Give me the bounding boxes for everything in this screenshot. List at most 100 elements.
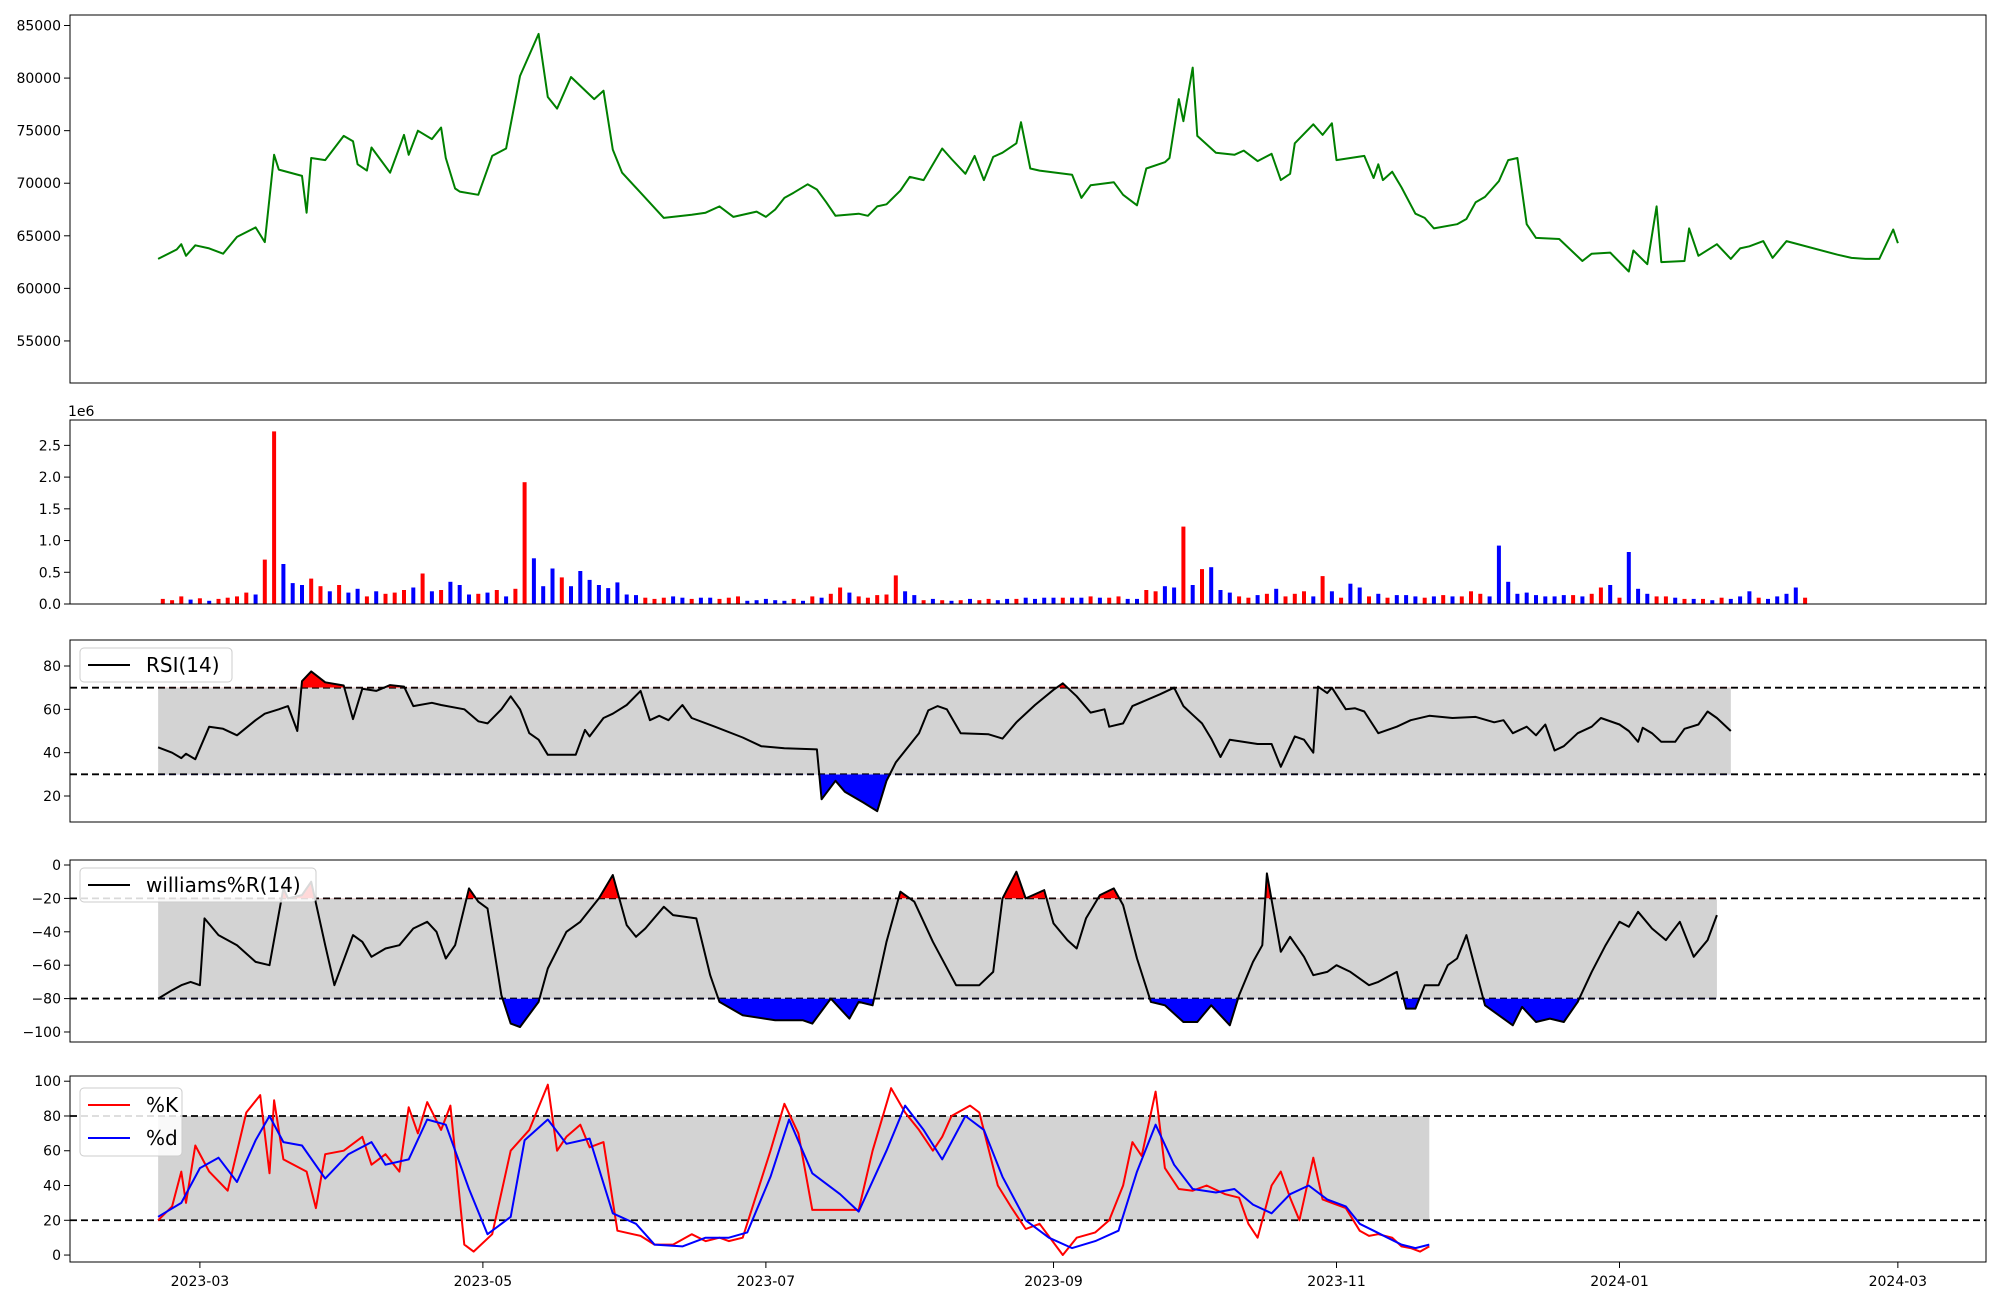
williams-legend: williams%R(14) (79, 867, 317, 903)
volume-bar (884, 594, 889, 604)
volume-bar (272, 431, 277, 604)
volume-bar (197, 598, 202, 604)
volume-bar (392, 592, 397, 604)
volume-bar (1617, 597, 1622, 604)
volume-bar (1654, 596, 1659, 604)
volume-bar (1116, 596, 1121, 604)
volume-bar (680, 597, 685, 604)
rsi-series-line-1 (157, 670, 1732, 813)
x-tick-label: 2023-05 (454, 1274, 513, 1290)
volume-bar (1357, 587, 1362, 604)
volume-bar (485, 592, 490, 604)
stochastic-ytick-label: 20 (43, 1213, 61, 1229)
volume-bar (1469, 591, 1473, 604)
volume-bar (494, 590, 499, 604)
volume-bar (1663, 596, 1668, 604)
volume-bar (754, 600, 759, 604)
volume-bar (1070, 597, 1075, 604)
volume-bar (1784, 593, 1789, 604)
volume-bar (634, 595, 638, 604)
volume-bar (1088, 596, 1093, 604)
volume-bar (1311, 596, 1316, 604)
price-ytick-label: 60000 (16, 281, 61, 297)
volume-bar (504, 596, 509, 604)
volume-bar (773, 600, 778, 604)
date-x-axis: 2023-03 2023-05 2023-07 2023-09 2023-11 2024-… (171, 1262, 1927, 1290)
stochastic-axes-frame (69, 1075, 1987, 1263)
volume-bar (1023, 597, 1028, 604)
williams-ytick-label: −100 (23, 1025, 61, 1041)
volume-bar (865, 597, 870, 604)
rsi-panel: 20 40 60 80 RSI(14) (43, 639, 1987, 823)
volume-bar (1394, 595, 1399, 604)
x-tick-label: 2024-03 (1869, 1274, 1928, 1290)
williams-ytick-label: 0 (52, 858, 61, 874)
volume-bar (337, 585, 342, 604)
volume-bar (1107, 597, 1112, 604)
volume-ytick-label: 2.0 (39, 470, 61, 486)
volume-bar (698, 597, 703, 604)
williams-legend-label: williams%R(14) (146, 873, 301, 897)
volume-bar (1385, 597, 1390, 604)
volume-bar (1200, 569, 1204, 604)
volume-bar (1626, 552, 1631, 604)
volume-bar (355, 588, 360, 604)
volume-bar (467, 594, 471, 604)
volume-bar (717, 598, 722, 604)
volume-bar (170, 600, 175, 604)
volume-bar (244, 592, 249, 604)
volume-bar (1608, 585, 1613, 604)
volume-bar (216, 598, 221, 604)
volume-bar (1793, 587, 1798, 604)
volume-bar (1033, 598, 1037, 604)
volume-bar (1589, 593, 1594, 604)
volume-bar (1264, 593, 1269, 604)
volume-bar (541, 586, 546, 604)
x-tick-label: 2023-07 (737, 1274, 796, 1290)
williams-ytick-label: −80 (31, 992, 61, 1008)
volume-bar (1422, 597, 1427, 604)
k-legend-label: %K (146, 1093, 179, 1117)
stochastic-legend: %K %d (79, 1087, 183, 1157)
volume-bar (318, 586, 323, 604)
volume-bars-layer (160, 431, 1808, 604)
volume-axes-frame (69, 419, 1987, 605)
price-panel: 55000 60000 65000 70000 75000 80000 85000 (16, 14, 1987, 384)
volume-bar (745, 600, 750, 604)
volume-bar (1561, 595, 1566, 604)
volume-bar (671, 596, 676, 604)
stochastic-ytick-label: 80 (43, 1109, 61, 1125)
volume-bar (1060, 597, 1065, 604)
volume-bar (1005, 598, 1010, 604)
volume-bar (1172, 587, 1177, 604)
rsi-legend-label: RSI(14) (146, 653, 220, 677)
volume-bar (661, 597, 666, 604)
volume-panel: 0.0 0.5 1.0 1.5 2.0 2.5 1e6 (39, 404, 1987, 613)
volume-bar (921, 600, 926, 604)
volume-bar (1645, 593, 1650, 604)
volume-bar (281, 564, 286, 604)
williams-oversold-fill (158, 998, 1717, 1027)
volume-bar (1431, 596, 1436, 604)
williams-axes-frame (69, 859, 1987, 1043)
volume-bar (1673, 597, 1678, 604)
volume-bar (606, 588, 611, 604)
stochastic-band (158, 1115, 1430, 1221)
price-line-layer (157, 32, 1899, 273)
volume-bar (420, 573, 425, 604)
volume-bar (615, 582, 620, 604)
stochastic-ytick-label: 40 (43, 1179, 61, 1195)
volume-bar (235, 596, 239, 604)
volume-bar (782, 600, 787, 604)
volume-bar (1580, 596, 1585, 604)
volume-bar (1135, 598, 1139, 604)
volume-bar (1320, 576, 1325, 604)
volume-bar (225, 597, 230, 604)
volume-bar (1237, 596, 1242, 604)
volume-y-axis: 0.0 0.5 1.0 1.5 2.0 2.5 (39, 438, 70, 613)
price-ytick-label: 55000 (16, 334, 61, 350)
volume-bar (476, 593, 481, 604)
volume-bar (977, 600, 982, 604)
volume-bar (1153, 591, 1158, 604)
